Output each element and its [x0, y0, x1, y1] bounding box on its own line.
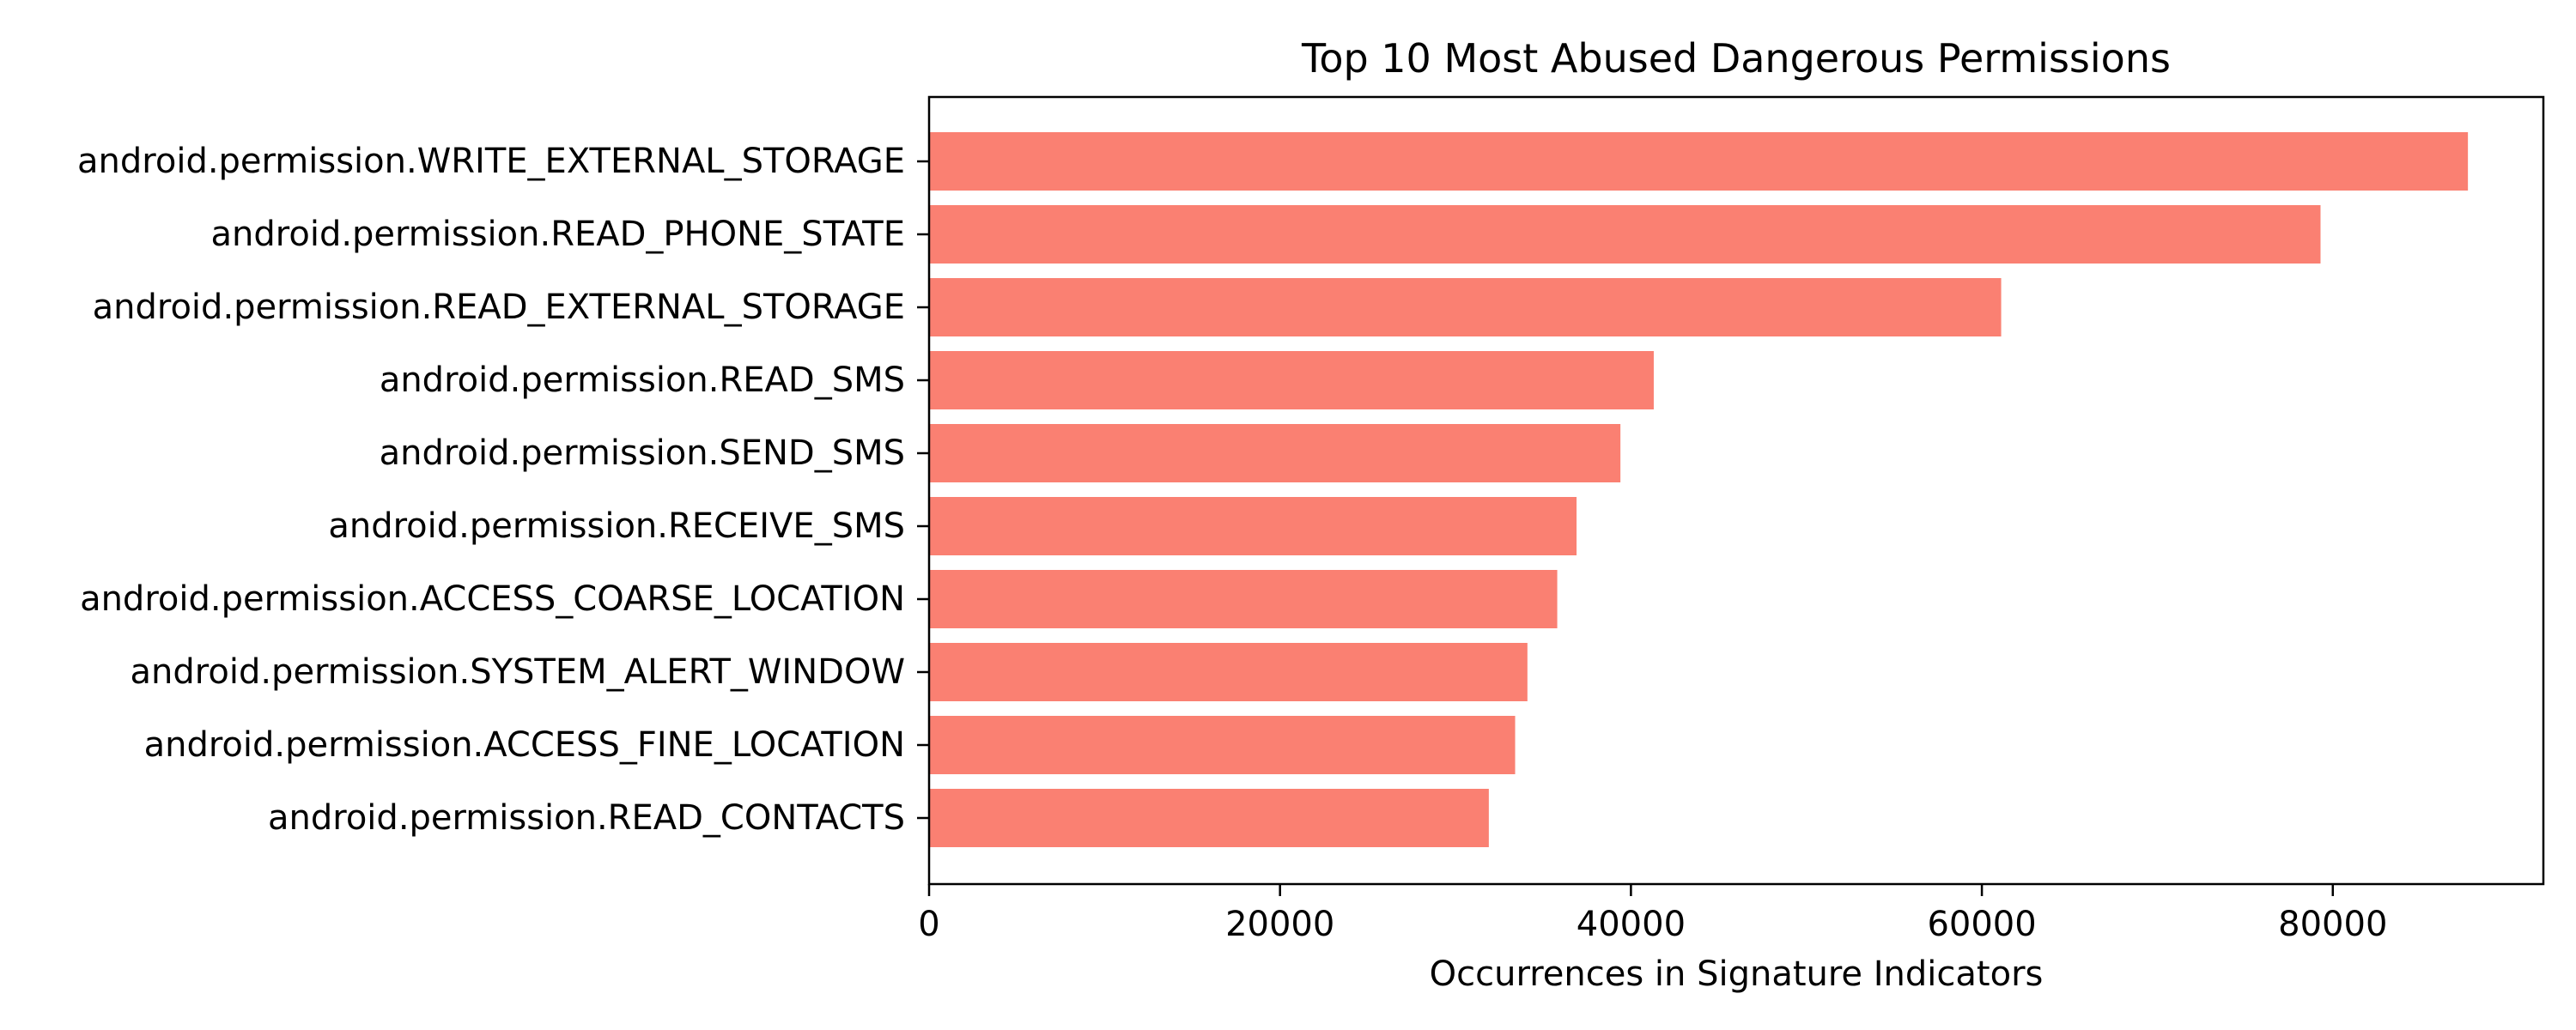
chart-title: Top 10 Most Abused Dangerous Permissions [1301, 35, 2171, 82]
x-tick-label: 40000 [1577, 905, 1686, 944]
x-tick-label: 80000 [2278, 905, 2387, 944]
category-label: android.permission.ACCESS_FINE_LOCATION [144, 725, 905, 765]
category-label: android.permission.RECEIVE_SMS [328, 506, 905, 546]
category-labels: android.permission.WRITE_EXTERNAL_STORAG… [77, 142, 929, 838]
plot-frame [927, 95, 2545, 886]
bar [929, 132, 2469, 191]
bar [929, 643, 1528, 701]
x-tick-label: 20000 [1225, 905, 1334, 944]
x-axis-title: Occurrences in Signature Indicators [1430, 954, 2044, 994]
bar [929, 716, 1516, 774]
category-label: android.permission.WRITE_EXTERNAL_STORAG… [77, 142, 905, 181]
category-label: android.permission.SEND_SMS [380, 433, 905, 473]
bars-layer [929, 132, 2469, 847]
category-label: android.permission.ACCESS_COARSE_LOCATIO… [80, 579, 905, 619]
category-label: android.permission.SYSTEM_ALERT_WINDOW [131, 652, 905, 692]
bar [929, 205, 2321, 264]
category-label: android.permission.READ_CONTACTS [268, 798, 905, 838]
x-axis-ticks: 0 20000 40000 60000 80000 [918, 884, 2387, 944]
bar [929, 497, 1577, 555]
bar [929, 278, 2002, 336]
category-label: android.permission.READ_EXTERNAL_STORAGE [93, 288, 905, 327]
bar [929, 351, 1654, 409]
x-tick-label: 0 [918, 905, 939, 944]
category-label: android.permission.READ_PHONE_STATE [211, 215, 905, 254]
bar [929, 424, 1621, 482]
bar [929, 789, 1489, 847]
category-label: android.permission.READ_SMS [380, 360, 905, 400]
x-tick-label: 60000 [1927, 905, 2036, 944]
bar [929, 570, 1558, 628]
